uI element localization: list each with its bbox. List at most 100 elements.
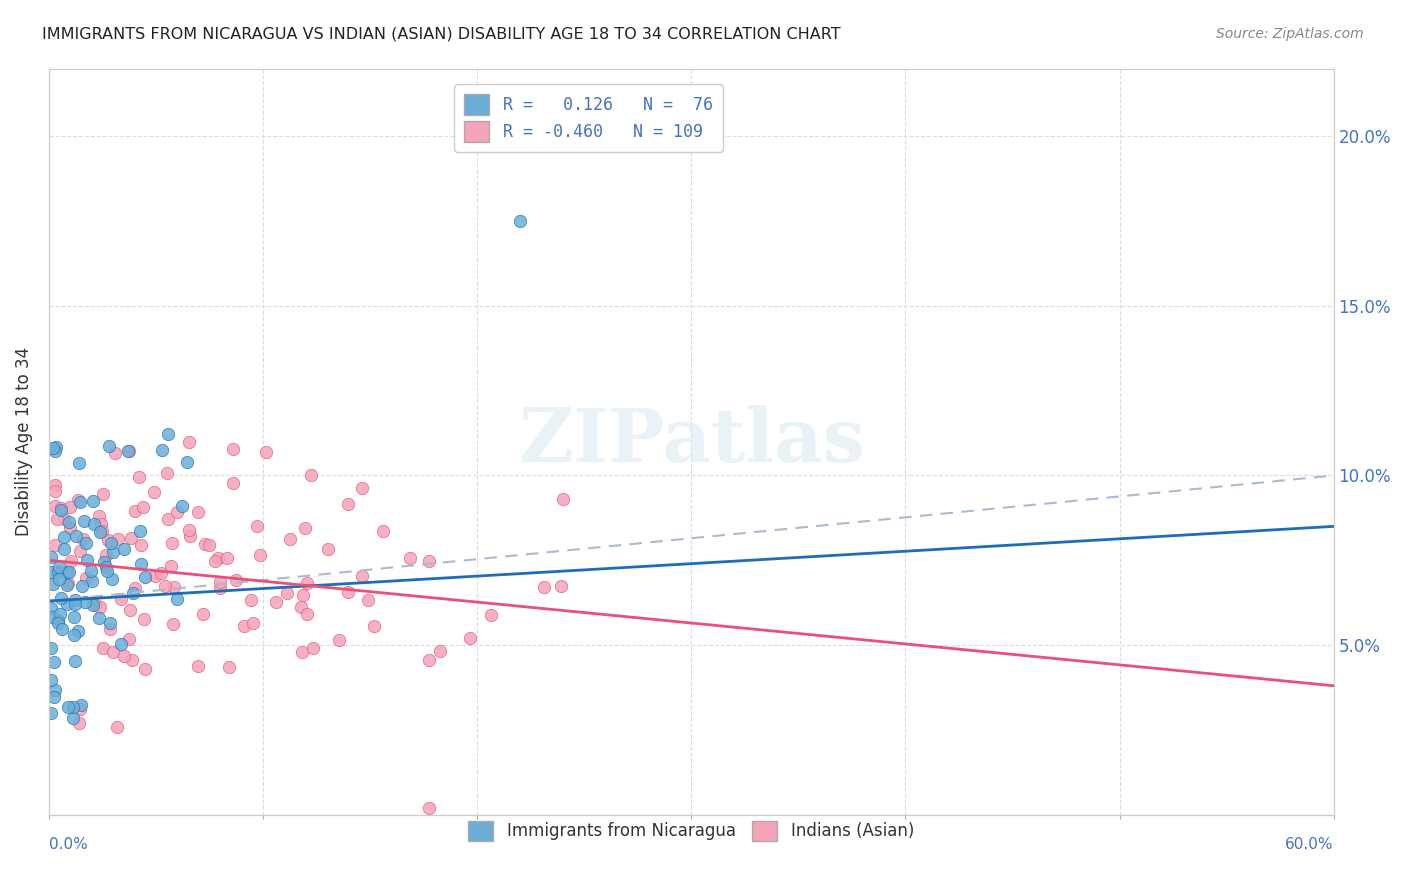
Point [58,575,80,590]
Point [399,550,422,565]
Point [143,484,166,499]
Point [222,475,245,490]
Point [179,529,201,543]
Point [187,505,209,519]
Point [69,702,91,716]
Point [62,700,84,714]
Point [246,519,269,533]
Point [162,617,184,632]
Point [46,613,69,627]
Point [70,579,93,593]
Point [129,557,152,571]
Point [150,443,173,458]
Point [66,624,89,638]
Point [96,560,118,574]
Point [58,565,80,579]
Point [299,467,322,482]
Point [100,536,122,550]
Point [150,566,173,580]
Point [59,500,82,515]
Point [105,719,128,733]
Point [44,537,66,551]
Point [132,500,155,514]
Point [44,483,66,498]
Point [191,607,214,622]
Point [42,690,65,705]
Point [39,565,62,579]
Point [49,591,72,606]
Point [72,532,94,546]
Point [122,586,145,600]
Point [91,524,114,538]
Point [42,655,65,669]
Point [44,444,66,458]
Point [56,700,79,714]
Text: Source: ZipAtlas.com: Source: ZipAtlas.com [1216,27,1364,41]
Point [208,574,231,589]
Legend: Immigrants from Nicaragua, Indians (Asian): Immigrants from Nicaragua, Indians (Asia… [458,811,924,851]
Point [75,571,97,585]
Point [112,542,135,557]
Point [101,645,124,659]
Point [134,570,156,584]
Point [533,580,555,594]
Point [100,616,122,631]
Point [134,662,156,676]
Point [69,495,91,509]
Point [290,599,312,614]
Point [80,574,103,589]
Point [132,612,155,626]
Point [121,653,143,667]
Point [51,502,73,516]
Point [295,607,318,621]
Point [93,640,115,655]
Point [198,538,221,552]
Point [110,592,132,607]
Point [418,653,440,667]
Point [62,609,84,624]
Point [46,565,69,579]
Point [208,581,231,595]
Point [160,558,183,573]
Point [350,568,373,582]
Point [204,554,226,568]
Point [418,801,440,815]
Point [166,504,188,518]
Point [41,673,63,688]
Point [357,593,380,607]
Point [207,551,229,566]
Point [89,600,111,615]
Point [60,554,83,568]
Point [67,456,90,470]
Text: 60.0%: 60.0% [1285,837,1334,852]
Point [62,710,84,724]
Point [110,637,132,651]
Point [239,592,262,607]
Point [65,528,87,542]
Point [98,622,121,636]
Point [128,469,150,483]
Point [254,445,277,459]
Point [124,582,146,596]
Point [63,654,86,668]
Point [49,501,72,516]
Point [157,512,180,526]
Point [73,514,96,528]
Point [67,493,90,508]
Point [97,533,120,547]
Point [89,509,111,524]
Point [41,610,63,624]
Point [44,440,66,454]
Point [222,442,245,456]
Point [48,559,70,574]
Point [39,549,62,564]
Point [337,497,360,511]
Point [52,530,75,544]
Point [163,580,186,594]
Point [55,565,77,579]
Point [56,578,79,592]
Point [276,585,298,599]
Point [162,536,184,550]
Point [291,644,314,658]
Point [84,599,107,613]
